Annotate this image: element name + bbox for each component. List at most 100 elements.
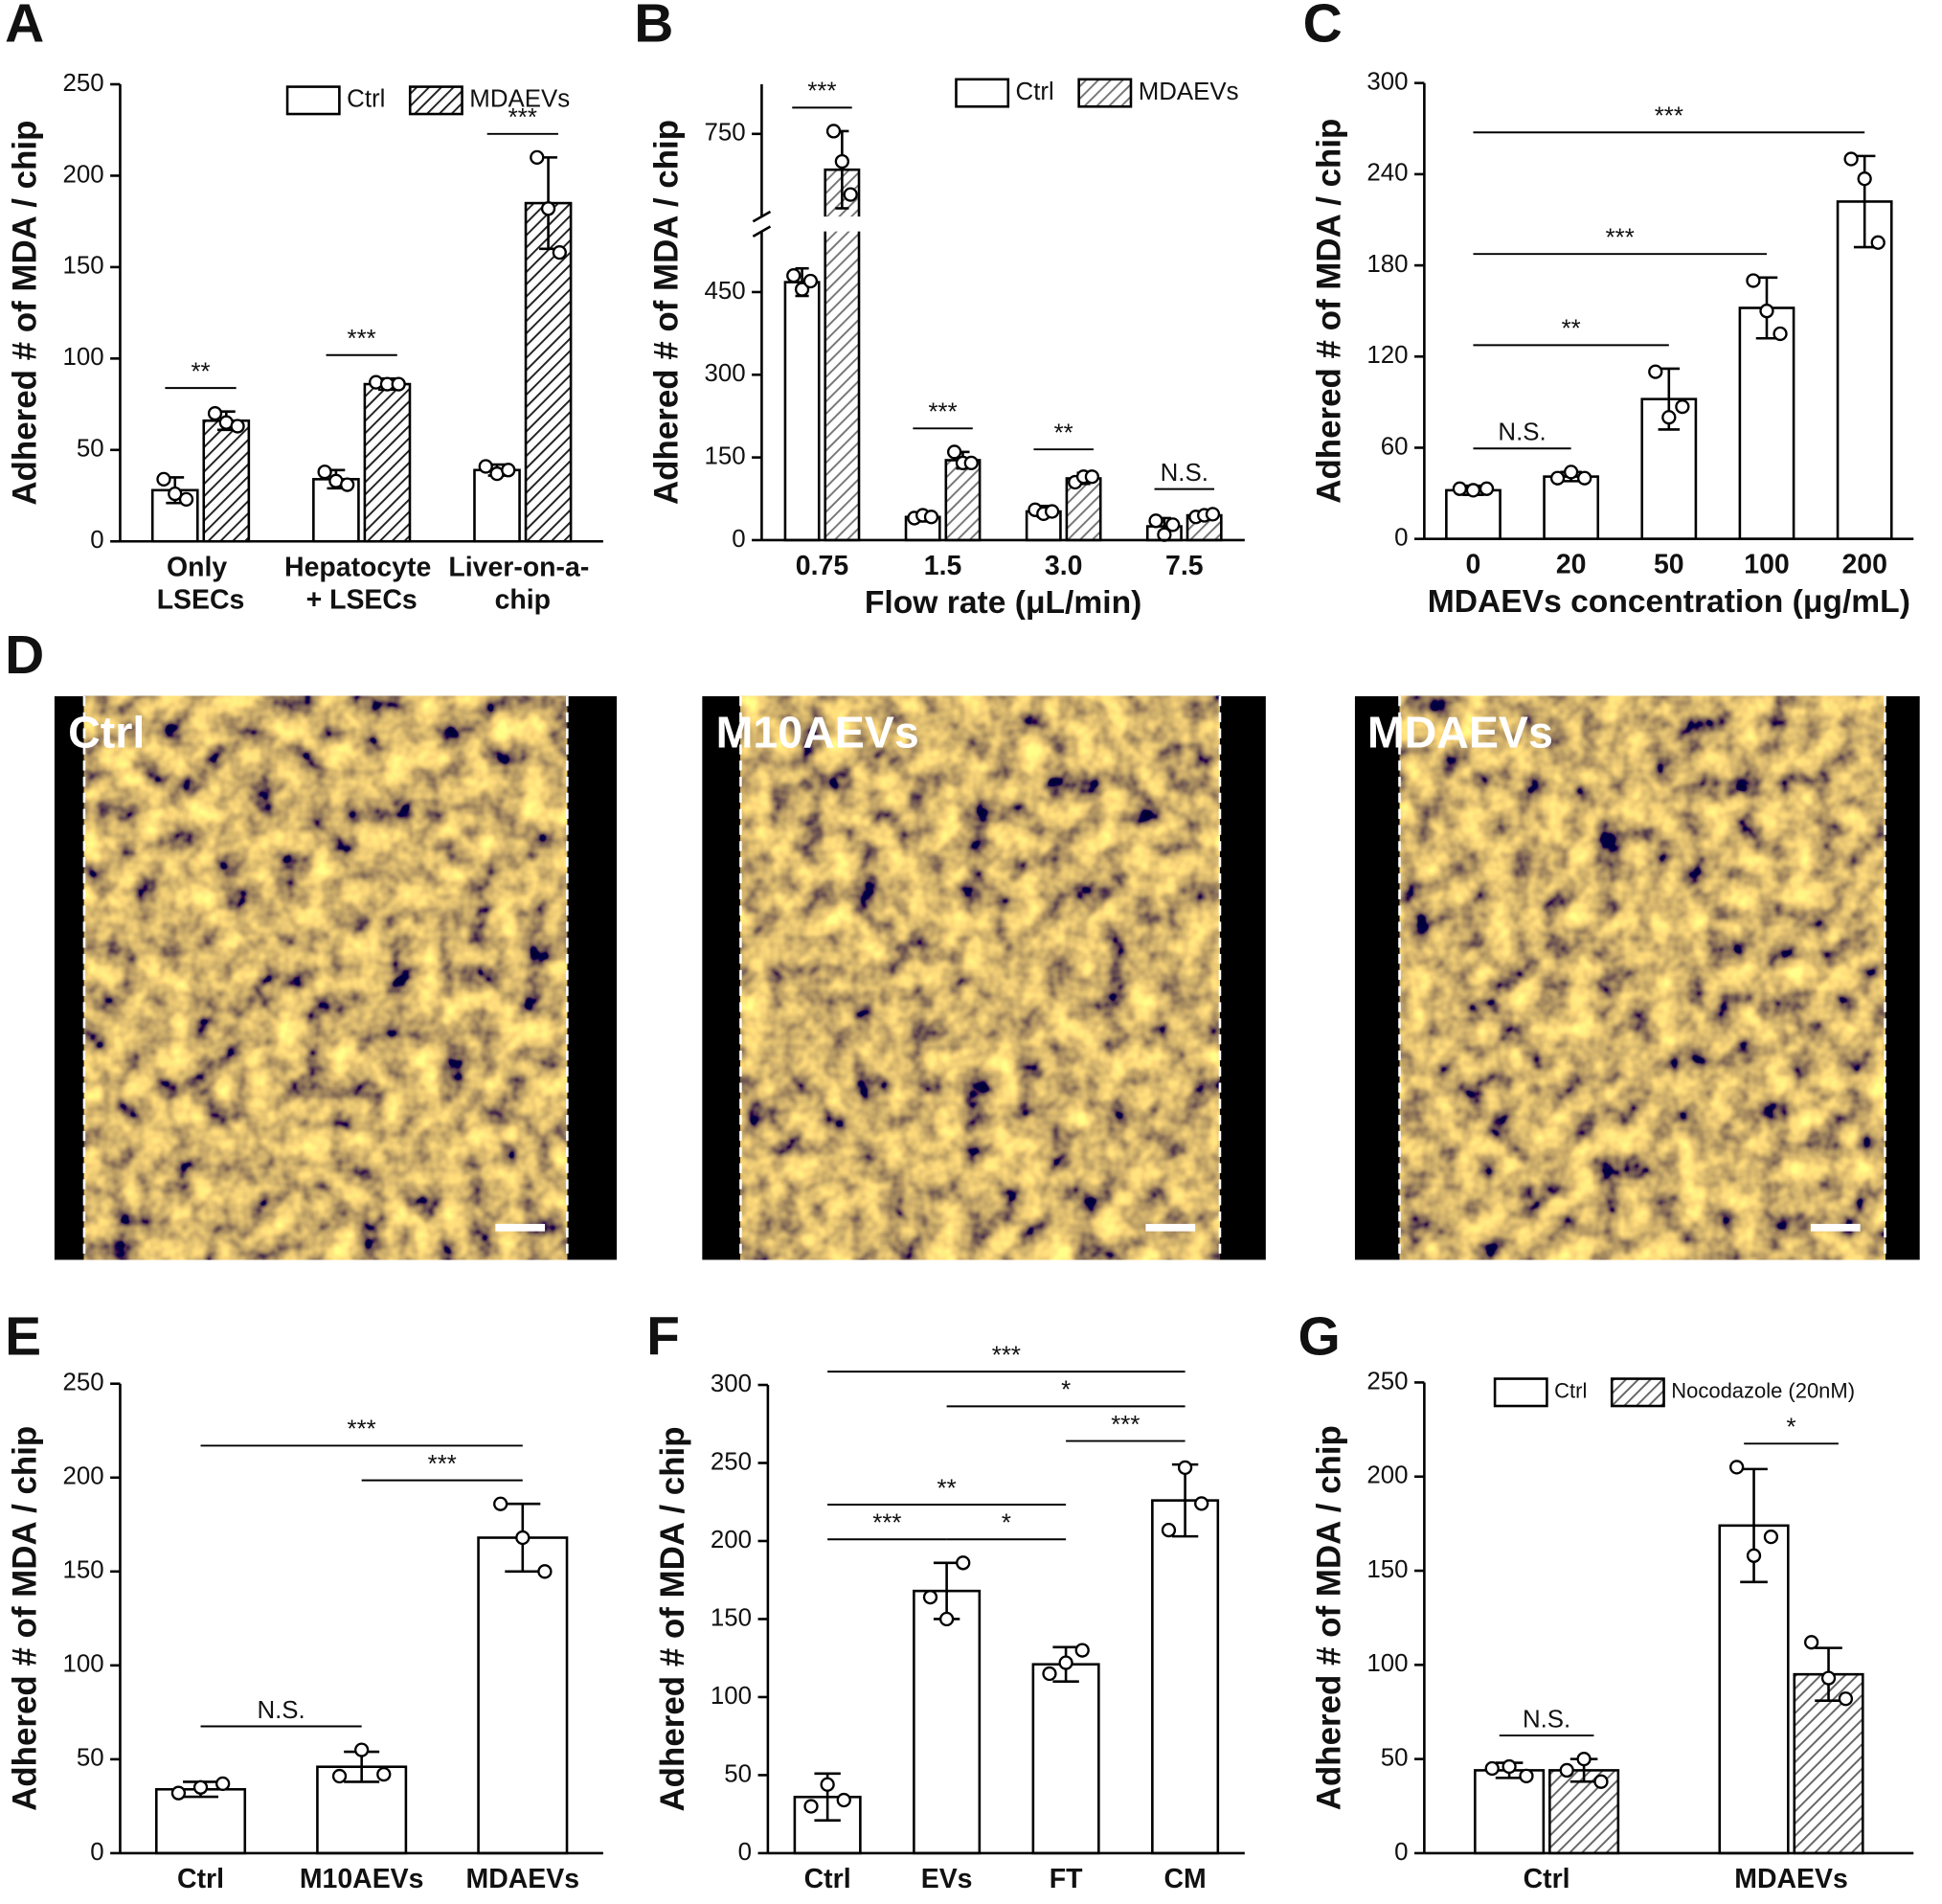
y-tick-label: 0 bbox=[1394, 524, 1408, 551]
y-tick-label: 150 bbox=[711, 1604, 752, 1631]
data-point bbox=[1648, 364, 1663, 379]
data-point bbox=[478, 459, 493, 474]
data-point bbox=[963, 455, 979, 471]
y-tick-label: 300 bbox=[711, 1371, 752, 1397]
data-point bbox=[1479, 481, 1495, 496]
data-point bbox=[923, 510, 939, 525]
bar bbox=[1543, 475, 1600, 540]
y-tick-label: 750 bbox=[704, 120, 745, 147]
y-tick-label: 180 bbox=[1366, 251, 1408, 278]
image-label: Ctrl bbox=[68, 708, 145, 758]
y-tick-label: 100 bbox=[711, 1683, 752, 1710]
data-point bbox=[1870, 235, 1886, 250]
data-point bbox=[1763, 1530, 1779, 1545]
image-texture bbox=[1399, 695, 1886, 1260]
legend-label: Ctrl bbox=[1016, 79, 1054, 105]
y-tick-label: 0 bbox=[90, 1839, 103, 1866]
data-point bbox=[1165, 517, 1181, 533]
bar bbox=[1445, 488, 1502, 540]
y-tick-label: 0 bbox=[90, 527, 103, 554]
significance-label: ** bbox=[191, 358, 210, 385]
bar bbox=[1474, 1769, 1546, 1855]
y-axis-title: Adhered # of MDA / chip bbox=[1311, 119, 1348, 504]
y-tick-label: 200 bbox=[62, 161, 103, 188]
y-axis-title: Adhered # of MDA / chip bbox=[7, 121, 44, 506]
data-point bbox=[1194, 1496, 1209, 1511]
data-point bbox=[552, 244, 567, 261]
data-point bbox=[1549, 470, 1566, 486]
y-tick-label: 50 bbox=[77, 1745, 104, 1772]
legend-label: MDAEVs bbox=[1139, 79, 1239, 105]
x-tick-label: MDAEVs bbox=[1734, 1864, 1848, 1894]
panel-label: E bbox=[5, 1306, 41, 1368]
data-point bbox=[1759, 304, 1774, 319]
y-tick-label: 450 bbox=[704, 278, 745, 305]
bar bbox=[202, 419, 251, 543]
y-tick-label: 250 bbox=[711, 1448, 752, 1475]
data-point bbox=[1148, 513, 1163, 529]
y-axis-title: Adhered # of MDA / chip bbox=[1311, 1425, 1348, 1810]
y-tick-label: 150 bbox=[1366, 1556, 1408, 1583]
significance-label: * bbox=[1061, 1377, 1071, 1404]
significance-label: *** bbox=[807, 79, 836, 105]
data-point bbox=[794, 282, 810, 297]
significance-label: *** bbox=[1111, 1412, 1140, 1439]
y-tick-label: 60 bbox=[1381, 433, 1409, 460]
panel-label: F bbox=[646, 1306, 680, 1368]
significance-label: *** bbox=[928, 399, 957, 426]
x-tick-label: M10AEVs bbox=[300, 1864, 424, 1894]
y-tick-label: 50 bbox=[77, 436, 104, 463]
significance-label: *** bbox=[1655, 103, 1683, 130]
data-point bbox=[501, 463, 516, 478]
significance-label: ** bbox=[1562, 316, 1581, 343]
image-label: M10AEVs bbox=[716, 708, 919, 758]
bar bbox=[1836, 200, 1893, 540]
micrograph: MDAEVs bbox=[1354, 695, 1920, 1260]
x-tick-label: 50 bbox=[1654, 550, 1684, 580]
data-point bbox=[1058, 1655, 1073, 1670]
bar bbox=[913, 1589, 982, 1855]
significance-label: *** bbox=[1606, 225, 1635, 252]
break-mark bbox=[752, 210, 772, 223]
data-point bbox=[834, 153, 849, 170]
x-tick-label: Liver-on-a- chip bbox=[448, 552, 597, 615]
data-point bbox=[947, 444, 962, 460]
panel-label: B bbox=[634, 0, 673, 55]
bar bbox=[1151, 1499, 1220, 1855]
y-axis-title: Adhered # of MDA / chip bbox=[648, 120, 686, 505]
data-point bbox=[1593, 1774, 1609, 1789]
data-point bbox=[786, 268, 802, 283]
data-point bbox=[1838, 1691, 1854, 1707]
data-point bbox=[530, 149, 545, 165]
significance-label: * bbox=[1786, 1415, 1795, 1441]
data-point bbox=[354, 1742, 370, 1757]
data-point bbox=[938, 1611, 955, 1627]
bar bbox=[1738, 306, 1795, 540]
data-point bbox=[1729, 1460, 1745, 1475]
data-point bbox=[391, 376, 406, 392]
data-point bbox=[376, 1766, 392, 1782]
data-point bbox=[802, 273, 819, 289]
scale-bar bbox=[1810, 1223, 1861, 1232]
x-tick-label: 0.75 bbox=[796, 551, 849, 581]
y-tick-label: 200 bbox=[1366, 1462, 1408, 1489]
bar bbox=[783, 281, 821, 542]
legend-swatch bbox=[408, 85, 463, 116]
x-tick-label: FT bbox=[1050, 1864, 1083, 1894]
micrograph: Ctrl bbox=[54, 695, 618, 1260]
y-tick-label: 0 bbox=[732, 526, 745, 553]
x-tick-label: 3.0 bbox=[1045, 551, 1083, 581]
y-tick-label: 300 bbox=[1366, 69, 1408, 96]
data-point bbox=[820, 1777, 835, 1792]
y-tick-label: 300 bbox=[704, 360, 745, 387]
data-point bbox=[1746, 1548, 1762, 1563]
x-tick-label: 0 bbox=[1466, 550, 1481, 580]
legend-swatch bbox=[285, 85, 341, 116]
x-tick-label: Hepatocyte + LSECs bbox=[284, 552, 439, 615]
scale-bar bbox=[495, 1223, 546, 1232]
significance-label: *** bbox=[428, 1451, 457, 1478]
data-point bbox=[1820, 1670, 1837, 1686]
data-point bbox=[331, 1768, 348, 1784]
